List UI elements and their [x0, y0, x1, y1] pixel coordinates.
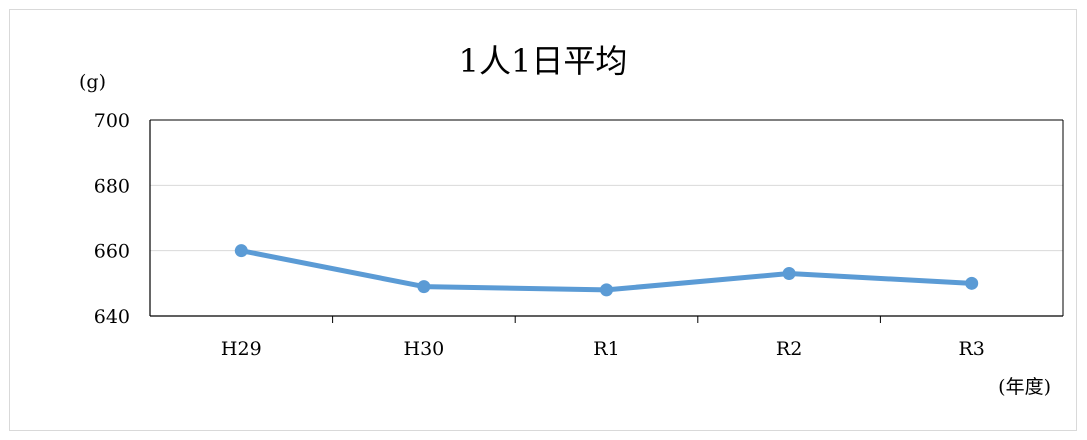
data-point: [600, 283, 613, 297]
chart-frame: [9, 9, 1077, 431]
y-tick-label: 640: [94, 306, 130, 328]
x-tick-label: R3: [958, 338, 984, 360]
series: [234, 244, 979, 297]
data-point: [234, 244, 248, 258]
y-tick-label: 700: [94, 110, 130, 132]
x-tick-label: H29: [221, 338, 262, 360]
data-point: [417, 280, 431, 294]
x-tick-label: H30: [404, 338, 445, 360]
y-tick-label: 680: [94, 175, 130, 197]
chart-title: 1人1日平均: [459, 42, 628, 80]
x-axis-unit-label: (年度): [998, 376, 1051, 398]
y-axis-unit-label: (g): [79, 71, 106, 93]
axes: [149, 119, 1064, 323]
y-tick-label: 660: [94, 241, 130, 263]
x-tick-label: R1: [593, 338, 619, 360]
y-tick-labels: 700 680 660 640: [94, 110, 130, 328]
data-point: [965, 276, 979, 290]
data-point: [782, 267, 796, 281]
x-tick-labels: H29 H30 R1 R2 R3: [221, 338, 985, 360]
x-tick-label: R2: [776, 338, 802, 360]
gridlines: [150, 119, 1063, 252]
